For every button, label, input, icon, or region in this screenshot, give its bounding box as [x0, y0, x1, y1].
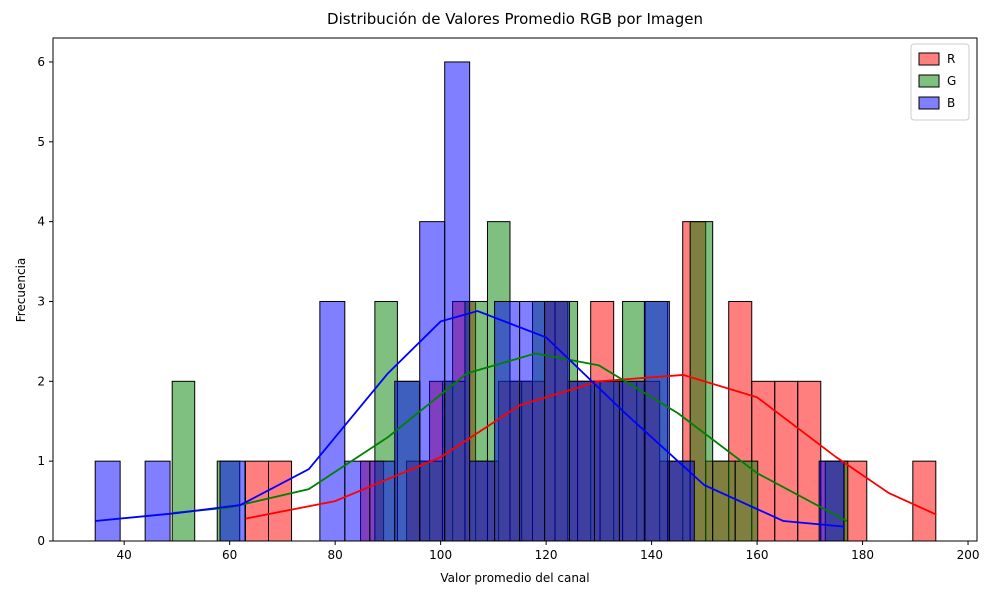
bar [369, 460, 396, 542]
legend-label: R [947, 52, 955, 66]
bar [344, 460, 371, 542]
bar [568, 380, 595, 542]
chart-title: Distribución de Valores Promedio RGB por… [327, 10, 703, 28]
y-tick-label: 0 [37, 534, 45, 548]
y-tick-label: 4 [37, 215, 45, 229]
legend-swatch [918, 74, 940, 88]
bar [469, 460, 496, 542]
bar [267, 460, 293, 542]
bar [712, 460, 736, 542]
y-tick-label: 3 [37, 294, 45, 308]
bar [444, 61, 471, 542]
bar [419, 221, 446, 542]
y-tick-label: 1 [37, 454, 45, 468]
y-tick-label: 6 [37, 55, 45, 69]
bar [912, 460, 937, 542]
y-axis-label: Frecuencia [14, 258, 28, 323]
legend-swatch [918, 52, 940, 66]
bar [94, 460, 121, 542]
x-tick-label: 180 [851, 548, 874, 562]
bar [319, 300, 346, 542]
x-tick-label: 80 [328, 548, 343, 562]
y-tick-label: 2 [37, 374, 45, 388]
bar [144, 460, 171, 542]
bar [797, 380, 822, 542]
x-axis-label: Valor promedio del canal [440, 571, 589, 585]
kde-line [95, 310, 845, 528]
x-tick-label: 60 [222, 548, 237, 562]
bar [519, 300, 546, 542]
legend-swatch [918, 96, 940, 110]
x-tick-label: 140 [640, 548, 663, 562]
x-tick-label: 100 [429, 548, 452, 562]
bar [171, 380, 196, 542]
x-tick-label: 200 [957, 548, 980, 562]
bar [818, 460, 845, 542]
legend: RGB [910, 43, 970, 121]
bar [219, 460, 246, 542]
bar [618, 380, 645, 542]
bar [494, 300, 521, 542]
legend-label: G [947, 74, 956, 88]
x-tick-label: 40 [117, 548, 132, 562]
bar [643, 300, 670, 542]
x-tick-label: 160 [746, 548, 769, 562]
bar [544, 300, 570, 542]
kde-line [171, 352, 848, 522]
y-tick-label: 5 [37, 135, 45, 149]
plot-frame [52, 37, 978, 542]
x-tick-label: 120 [535, 548, 558, 562]
bar [774, 380, 799, 542]
legend-label: B [947, 96, 955, 110]
bar [394, 380, 421, 542]
kde-line [245, 374, 937, 520]
